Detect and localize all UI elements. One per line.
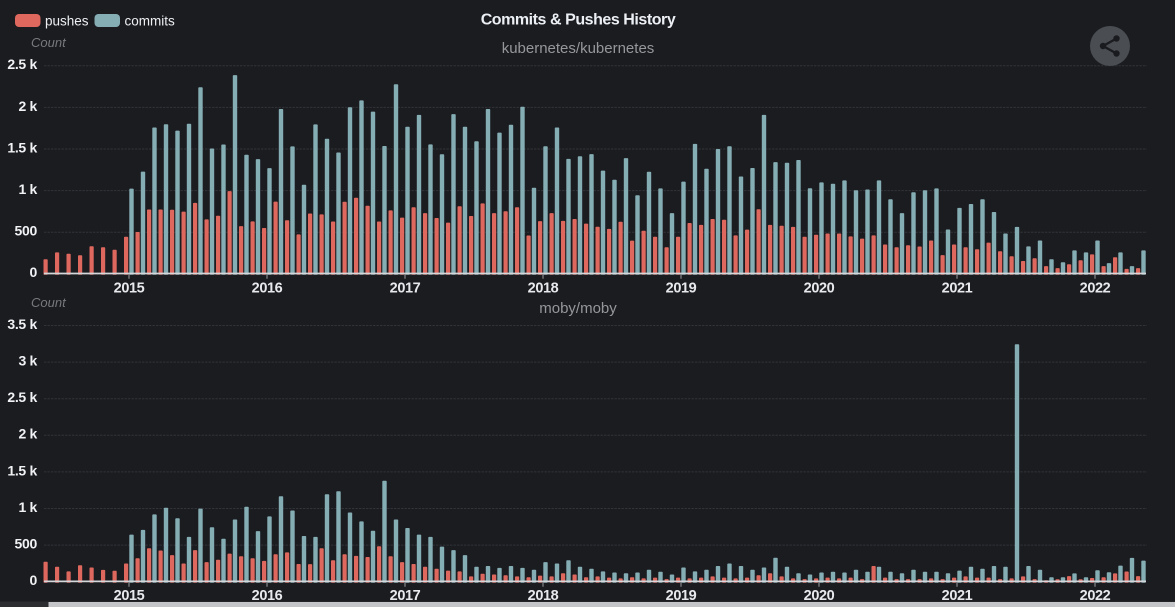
svg-text:3.5 k: 3.5 k	[7, 316, 37, 332]
svg-text:2.5 k: 2.5 k	[7, 56, 37, 72]
svg-text:1 k: 1 k	[18, 181, 37, 197]
svg-text:0: 0	[30, 572, 38, 588]
svg-text:Count: Count	[31, 35, 67, 50]
svg-text:2019: 2019	[666, 280, 697, 296]
svg-text:moby/moby: moby/moby	[539, 300, 617, 317]
svg-text:1 k: 1 k	[18, 499, 37, 515]
svg-text:2016: 2016	[252, 588, 283, 604]
svg-text:pushes: pushes	[45, 14, 89, 29]
svg-text:2021: 2021	[942, 588, 973, 604]
svg-text:1.5 k: 1.5 k	[7, 462, 37, 478]
svg-text:2019: 2019	[666, 588, 697, 604]
svg-text:2 k: 2 k	[18, 426, 37, 442]
svg-text:2021: 2021	[942, 280, 973, 296]
svg-text:kubernetes/kubernetes: kubernetes/kubernetes	[502, 40, 655, 57]
svg-text:500: 500	[15, 223, 38, 239]
svg-text:3 k: 3 k	[18, 353, 37, 369]
svg-text:2 k: 2 k	[18, 98, 37, 114]
svg-text:2020: 2020	[804, 280, 835, 296]
svg-text:2022: 2022	[1080, 280, 1111, 296]
svg-text:commits: commits	[125, 14, 175, 29]
svg-text:2022: 2022	[1080, 588, 1111, 604]
svg-text:2017: 2017	[390, 588, 421, 604]
svg-text:2015: 2015	[114, 280, 145, 296]
svg-text:2.5 k: 2.5 k	[7, 389, 37, 405]
svg-text:Count: Count	[31, 295, 67, 310]
svg-text:0: 0	[30, 264, 38, 280]
svg-text:2016: 2016	[252, 280, 283, 296]
svg-text:2015: 2015	[114, 588, 145, 604]
svg-text:2018: 2018	[528, 588, 559, 604]
svg-text:2018: 2018	[528, 280, 559, 296]
svg-text:2017: 2017	[390, 280, 421, 296]
svg-text:500: 500	[15, 536, 38, 552]
svg-text:Commits & Pushes History: Commits & Pushes History	[481, 12, 676, 29]
svg-text:2020: 2020	[804, 588, 835, 604]
svg-text:1.5 k: 1.5 k	[7, 139, 37, 155]
